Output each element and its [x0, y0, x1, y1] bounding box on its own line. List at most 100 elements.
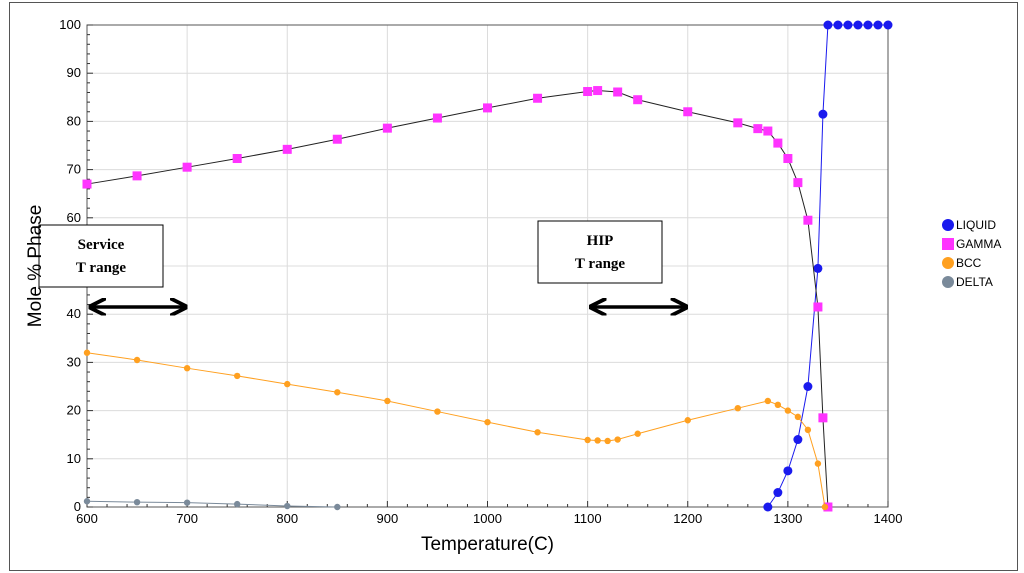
- annotation-box: [537, 220, 663, 284]
- data-point-gamma: [132, 171, 142, 181]
- data-point-bcc: [233, 372, 241, 380]
- data-point-bcc: [384, 397, 391, 405]
- data-point-gamma: [432, 113, 442, 123]
- x-tick-label: 900: [377, 511, 399, 526]
- data-point-bcc: [614, 436, 621, 443]
- legend-swatch: [942, 257, 954, 269]
- data-point-gamma: [332, 134, 342, 144]
- data-point-bcc: [794, 413, 802, 421]
- data-point-gamma: [82, 179, 92, 189]
- data-point-gamma: [683, 107, 693, 117]
- legend-item-liquid: LIQUID: [942, 218, 996, 232]
- series-bcc: [83, 349, 829, 511]
- data-point-gamma: [182, 162, 192, 172]
- y-tick-label: 0: [74, 499, 81, 514]
- data-point-gamma: [783, 154, 793, 164]
- x-tick-label: 1000: [473, 511, 502, 526]
- data-point-bcc: [821, 503, 829, 511]
- x-tick-label: 1400: [874, 511, 903, 526]
- series-delta: [83, 498, 341, 511]
- data-point-gamma: [813, 302, 823, 312]
- data-point-bcc: [814, 460, 822, 467]
- data-point-delta: [133, 498, 141, 506]
- x-tick-label: 600: [76, 511, 98, 526]
- series-layer: [82, 20, 893, 512]
- annotation-line1: Service: [78, 237, 125, 253]
- annotation-line2: T range: [76, 260, 126, 276]
- data-point-liquid: [843, 20, 853, 30]
- annotation-box: [38, 224, 164, 288]
- y-tick-label: 40: [67, 306, 81, 321]
- data-point-delta: [334, 503, 341, 511]
- chart-frame: 600 700 800 900 1000 1100 1200 1300 1400 0 10 20 30 4…: [9, 2, 1018, 571]
- legend-swatch: [942, 238, 954, 250]
- x-axis-title: Temperature(C): [421, 534, 554, 555]
- data-point-liquid: [833, 20, 843, 30]
- data-point-liquid: [773, 488, 783, 498]
- data-point-gamma: [533, 93, 543, 103]
- data-point-gamma: [583, 87, 593, 97]
- data-point-bcc: [183, 364, 191, 372]
- series-line-gamma: [86, 90, 829, 508]
- data-point-gamma: [793, 178, 803, 188]
- series-line-delta: [86, 500, 338, 508]
- data-point-gamma: [773, 138, 783, 148]
- legend: LIQUID GAMMA BCC DELTA: [942, 218, 1001, 289]
- data-point-liquid: [853, 20, 863, 30]
- legend-label: BCC: [956, 256, 982, 270]
- data-point-liquid: [818, 109, 828, 119]
- annotation-line1: HIP: [587, 233, 614, 249]
- data-point-gamma: [633, 95, 643, 105]
- y-axis-title: Mole % Phase: [25, 205, 46, 328]
- y-tick-label: 70: [67, 162, 81, 177]
- data-point-bcc: [604, 437, 611, 445]
- data-point-delta: [233, 500, 241, 508]
- series-line-bcc: [86, 352, 826, 508]
- data-point-bcc: [804, 426, 812, 434]
- legend-label: DELTA: [956, 275, 993, 289]
- y-tick-label: 60: [67, 210, 81, 225]
- data-point-delta: [183, 499, 191, 506]
- data-point-liquid: [793, 435, 803, 445]
- data-point-liquid: [823, 20, 833, 30]
- annotations: Service T range HIP T range: [38, 220, 685, 307]
- data-point-liquid: [803, 382, 813, 391]
- data-point-gamma: [818, 413, 828, 423]
- data-point-liquid: [783, 466, 793, 476]
- data-point-bcc: [734, 404, 742, 412]
- series-gamma: [82, 86, 833, 512]
- data-point-gamma: [613, 87, 623, 97]
- y-tick-label: 100: [59, 17, 81, 32]
- x-tick-label: 1200: [673, 511, 702, 526]
- data-point-gamma: [232, 154, 242, 164]
- data-point-bcc: [434, 408, 441, 415]
- data-point-liquid: [883, 20, 893, 30]
- data-point-gamma: [763, 126, 773, 136]
- data-point-bcc: [284, 380, 291, 388]
- data-point-liquid: [863, 20, 873, 30]
- y-tick-label: 80: [67, 113, 81, 128]
- y-tick-label: 30: [67, 354, 81, 369]
- phase-fraction-chart: 600 700 800 900 1000 1100 1200 1300 1400 0 10 20 30 4…: [25, 17, 1001, 555]
- legend-label: GAMMA: [956, 237, 1001, 251]
- annotation-hip-t-range: HIP T range: [537, 220, 685, 307]
- data-point-gamma: [753, 124, 763, 134]
- y-tick-label: 10: [67, 451, 81, 466]
- annotation-line2: T range: [575, 256, 625, 272]
- data-point-bcc: [584, 436, 591, 444]
- x-tick-label: 1300: [773, 511, 802, 526]
- data-point-bcc: [764, 397, 772, 405]
- data-point-bcc: [334, 389, 341, 396]
- x-tick-label: 800: [276, 511, 298, 526]
- legend-label: LIQUID: [956, 218, 996, 232]
- x-tick-label: 1100: [574, 511, 602, 526]
- legend-item-gamma: GAMMA: [942, 237, 1001, 251]
- data-point-gamma: [733, 118, 743, 128]
- y-tick-label: 90: [67, 65, 81, 80]
- data-point-gamma: [593, 86, 603, 96]
- data-point-gamma: [282, 144, 292, 154]
- data-point-bcc: [484, 418, 491, 426]
- data-point-bcc: [774, 401, 782, 409]
- legend-swatch: [942, 219, 954, 231]
- data-point-gamma: [803, 215, 813, 225]
